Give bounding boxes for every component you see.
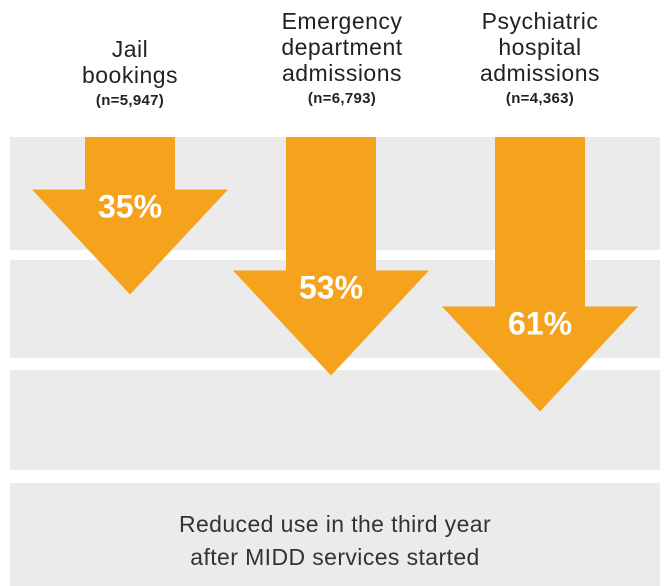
footer-band xyxy=(10,483,660,586)
value-label-2: 53% xyxy=(299,270,363,306)
category-label-emergency: Emergency department admissions xyxy=(281,8,403,86)
sample-size-emergency: (n=6,793) xyxy=(307,90,377,107)
reduction-arrow-3 xyxy=(442,137,638,412)
footer-caption: Reduced use in the third year after MIDD… xyxy=(178,511,492,570)
category-label-psychiatric: Psychiatric hospital admissions xyxy=(479,8,601,86)
column-header-psychiatric: Psychiatric hospital admissions (n=4,363… xyxy=(430,8,650,109)
sample-size-jail: (n=5,947) xyxy=(95,92,165,109)
column-header-emergency: Emergency department admissions (n=6,793… xyxy=(232,8,452,109)
reduction-arrow-2 xyxy=(233,137,429,376)
category-label-jail: Jail bookings xyxy=(81,36,179,88)
column-header-jail: Jail bookings (n=5,947) xyxy=(20,36,240,111)
value-label-1: 35% xyxy=(98,189,162,225)
value-label-3: 61% xyxy=(508,306,572,342)
sample-size-psychiatric: (n=4,363) xyxy=(505,90,575,107)
reduction-arrow-1 xyxy=(32,137,228,295)
